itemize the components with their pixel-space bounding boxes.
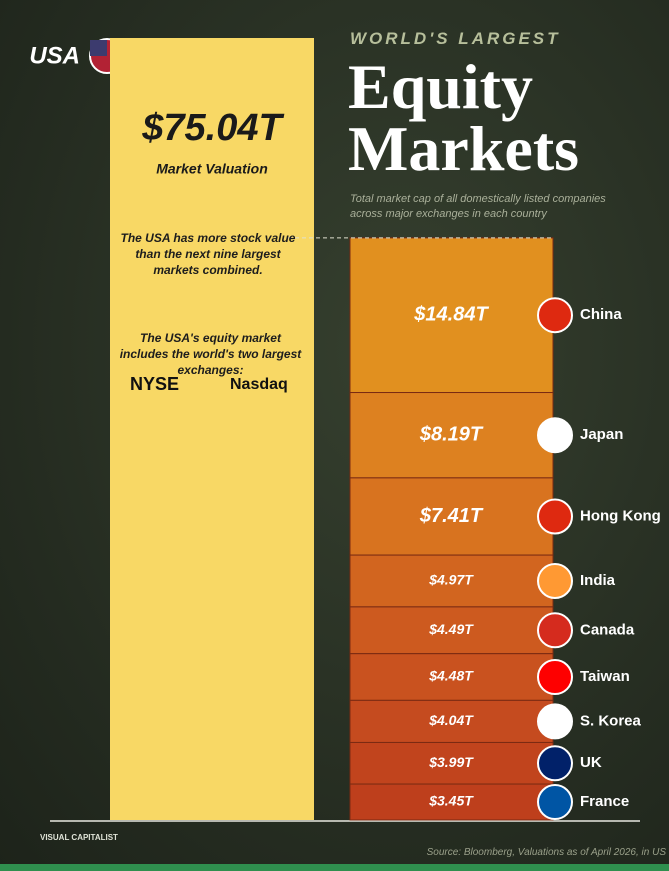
flag-icon — [537, 297, 573, 334]
country-label: UK — [580, 754, 602, 771]
flag-icon — [537, 417, 573, 454]
flag-icon — [537, 498, 573, 535]
flag-icon — [537, 659, 573, 696]
usa-bar — [110, 38, 314, 820]
brand: VISUAL CAPITALIST — [40, 833, 118, 842]
kicker: WORLD'S LARGEST — [350, 29, 561, 48]
country-label: India — [580, 572, 616, 589]
annotation: The USA has more stock value than the ne… — [120, 231, 296, 277]
flag-icon — [537, 562, 573, 599]
value-label: $4.97T — [428, 572, 474, 588]
country-label: S. Korea — [580, 712, 642, 729]
exchange-logo: NYSE — [130, 374, 180, 394]
subtitle: Total market cap of all domestically lis… — [350, 193, 606, 220]
source: Source: Bloomberg, Valuations as of Apri… — [427, 847, 667, 858]
segment — [349, 606, 554, 655]
flag-icon — [537, 703, 573, 740]
value-label: $3.45T — [428, 793, 474, 809]
value-label: $14.84T — [413, 303, 489, 325]
flag-icon — [90, 40, 107, 56]
flag-icon — [537, 784, 573, 821]
title: Markets — [348, 113, 579, 184]
value-label: $8.19T — [419, 423, 484, 445]
title: Equity — [348, 51, 533, 122]
value-label: $4.48T — [428, 668, 474, 684]
flag-icon — [537, 745, 573, 782]
bottom-strip — [0, 864, 669, 871]
country-label: Canada — [580, 621, 635, 638]
segment — [349, 477, 554, 556]
segment — [349, 653, 554, 701]
segment — [349, 237, 554, 394]
flag-icon — [537, 612, 573, 649]
value-label: $4.49T — [428, 621, 474, 637]
exchange-logo: Nasdaq — [230, 376, 288, 393]
usa-label: USA — [29, 42, 80, 69]
value-label: $4.04T — [428, 712, 474, 728]
segment — [349, 783, 554, 821]
annotation: The USA's equity market includes the wor… — [119, 331, 302, 377]
segment — [349, 554, 554, 608]
country-label: France — [580, 793, 629, 810]
usa-value: $75.04T — [141, 107, 284, 149]
country-label: Japan — [580, 426, 623, 443]
country-label: Taiwan — [580, 668, 630, 685]
value-label: $3.99T — [428, 754, 474, 770]
country-label: China — [580, 306, 622, 323]
value-label: $7.41T — [419, 505, 484, 527]
usa-sub-label: Market Valuation — [156, 161, 268, 177]
country-label: Hong Kong — [580, 507, 661, 524]
